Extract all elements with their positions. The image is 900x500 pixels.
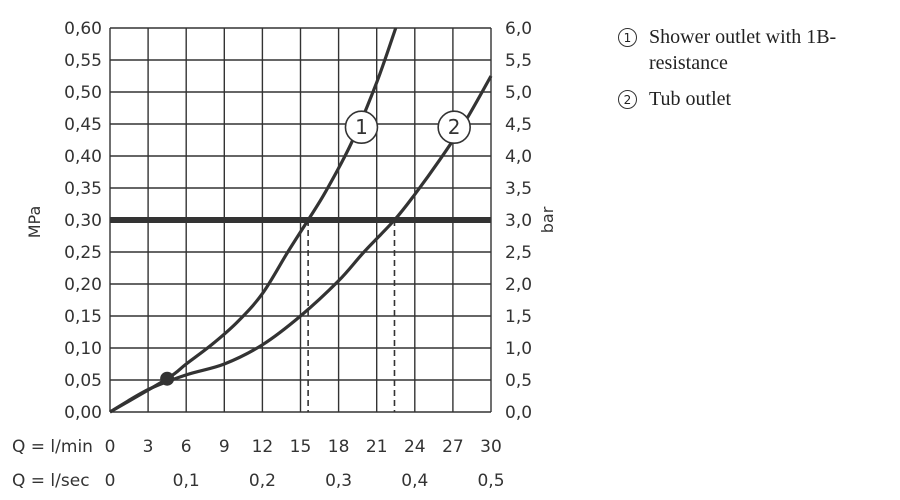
x-tick-label: 0,3 [325, 471, 352, 491]
data-point [160, 371, 175, 386]
legend-item-1: 1 Shower outlet with 1B-resistance [618, 24, 888, 76]
right-tick-label: 4,5 [505, 115, 532, 135]
series-label-2: 2 [448, 115, 461, 139]
x-tick-label: 21 [366, 437, 388, 457]
right-tick-label: 1,5 [505, 307, 532, 327]
right-tick-label: 0,5 [505, 371, 532, 391]
x-tick-label: 18 [328, 437, 350, 457]
x-tick-label: 9 [219, 437, 230, 457]
right-tick-label: 5,5 [505, 51, 532, 71]
right-tick-label: 1,0 [505, 339, 532, 359]
left-tick-label: 0,05 [64, 371, 102, 391]
x-tick-label: 0 [105, 471, 116, 491]
series-label-circle-2 [437, 110, 471, 144]
right-tick-label: 5,0 [505, 83, 532, 103]
x-tick-label: 3 [143, 437, 154, 457]
right-tick-label: 3,0 [505, 211, 532, 231]
right-axis-ticks: 0,0 0,5 1,0 1,5 2,0 2,5 3,0 3,5 4,0 4,5 5,0 5,5 6,0 [505, 19, 532, 423]
left-tick-label: 0,45 [64, 115, 102, 135]
x-tick-label: 0,2 [249, 471, 276, 491]
left-tick-label: 0,00 [64, 403, 102, 423]
left-tick-label: 0,60 [64, 19, 102, 39]
left-tick-label: 0,15 [64, 307, 102, 327]
left-axis-title: MPa [25, 206, 44, 239]
left-tick-label: 0,50 [64, 83, 102, 103]
right-tick-label: 2,0 [505, 275, 532, 295]
x-tick-label: 0,5 [477, 471, 504, 491]
right-tick-label: 4,0 [505, 147, 532, 167]
series-label-circle-1 [344, 110, 379, 144]
left-tick-label: 0,20 [64, 275, 102, 295]
legend-text-1: Shower outlet with 1B-resistance [649, 26, 837, 74]
legend: 1 Shower outlet with 1B-resistance 2 Tub… [618, 24, 888, 122]
left-tick-label: 0,10 [64, 339, 102, 359]
left-tick-label: 0,55 [64, 51, 102, 71]
x-tick-label: 27 [442, 437, 464, 457]
legend-text-2: Tub outlet [649, 88, 732, 110]
x-row-label-lsec: Q = l/sec [12, 471, 90, 491]
right-tick-label: 3,5 [505, 179, 532, 199]
x-tick-label: 6 [181, 437, 192, 457]
left-axis-ticks: 0,00 0,05 0,10 0,15 0,20 0,25 0,30 0,35 0,40 0,45… [64, 19, 102, 423]
right-tick-label: 2,5 [505, 243, 532, 263]
right-tick-label: 6,0 [505, 19, 532, 39]
series-line-2 [109, 75, 493, 414]
x-tick-label: 30 [480, 437, 502, 457]
right-axis-title: bar [538, 206, 557, 233]
left-tick-label: 0,30 [64, 211, 102, 231]
x-tick-label: 0,1 [173, 471, 200, 491]
x-tick-label: 0,4 [401, 471, 428, 491]
x-tick-label: 0 [105, 437, 116, 457]
x-axis-ticks: 0 3 6 9 12 15 18 21 24 27 30 0 0,1 0,2 0,3 0,4 0,5 [105, 437, 505, 491]
left-tick-label: 0,40 [64, 147, 102, 167]
x-row-label-lmin: Q = l/min [12, 437, 93, 457]
legend-badge-1: 1 [618, 28, 637, 47]
left-tick-label: 0,35 [64, 179, 102, 199]
x-tick-label: 24 [404, 437, 426, 457]
x-tick-label: 15 [290, 437, 312, 457]
legend-item-2: 2 Tub outlet [618, 86, 888, 112]
right-tick-label: 0,0 [505, 403, 532, 423]
left-tick-label: 0,25 [64, 243, 102, 263]
legend-badge-2: 2 [618, 90, 637, 109]
series-label-1: 1 [355, 115, 368, 139]
x-tick-label: 12 [252, 437, 274, 457]
